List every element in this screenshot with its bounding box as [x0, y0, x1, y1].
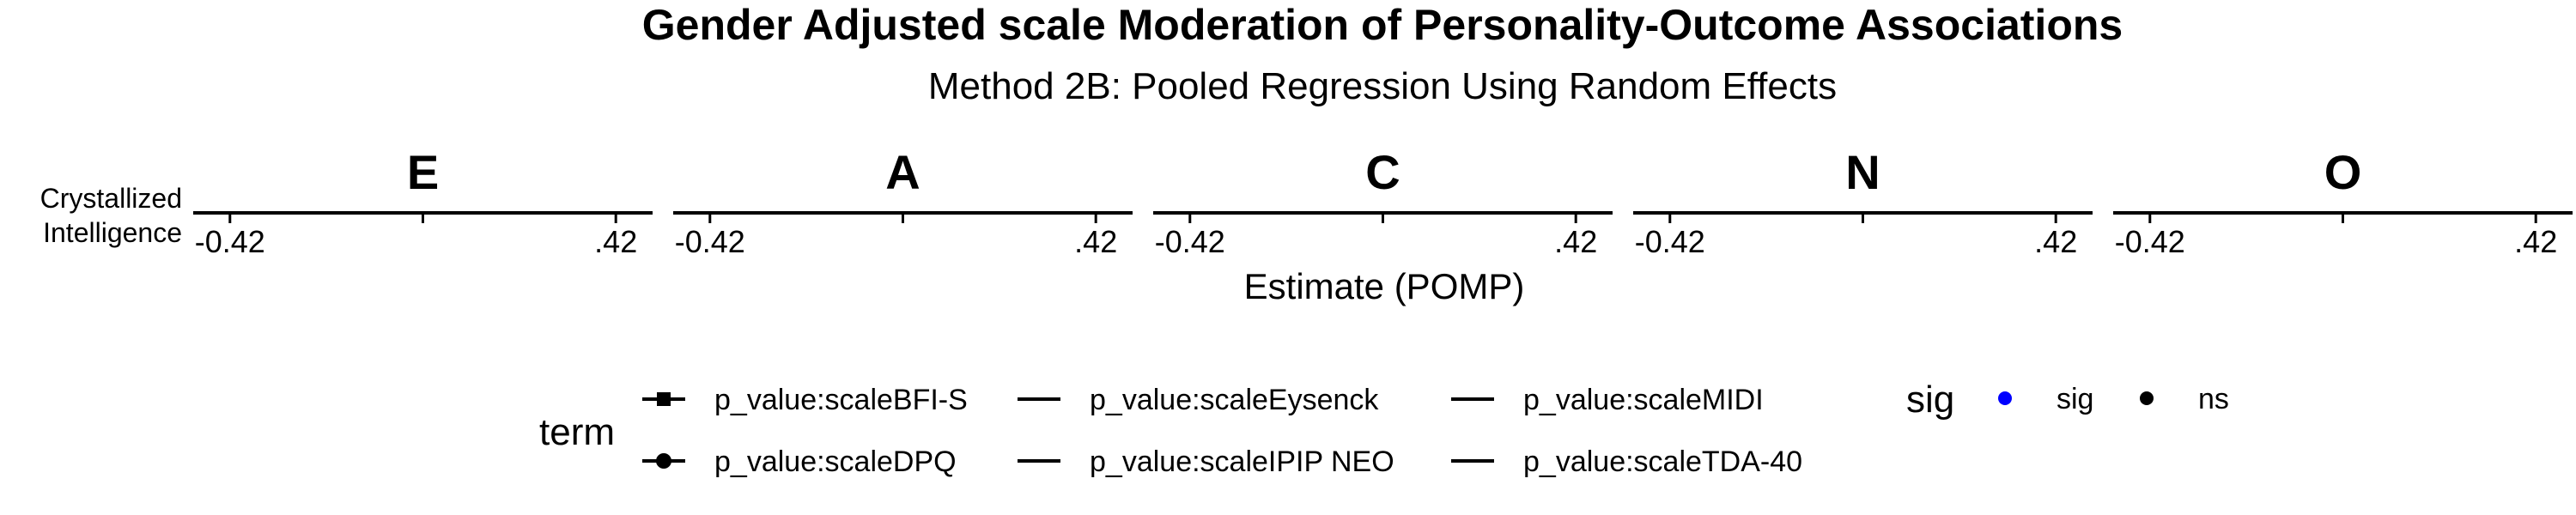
facet-panels: E -0.42 .42 A -0.42 .42 C -0.42 .42 N -0.42 .42 O -0.… — [193, 145, 2573, 259]
facet-strip-label: O — [2324, 145, 2362, 199]
facet-panel-e: E -0.42 .42 — [193, 145, 653, 259]
row-label-line: Intelligence — [43, 217, 182, 248]
chart-subtitle: Method 2B: Pooled Regression Using Rando… — [928, 65, 1837, 107]
facet-strip-label: C — [1365, 145, 1400, 199]
x-tick-label: -0.42 — [2115, 224, 2185, 259]
legend-item-term: p_value:scaleMIDI — [1451, 384, 1764, 416]
row-label-line: Crystallized — [40, 183, 182, 214]
legend-item-term: p_value:scaleDPQ — [642, 445, 957, 478]
legend-key-dot-icon — [1998, 391, 2012, 405]
x-tick-label: -0.42 — [675, 224, 745, 259]
legend-item-sig: sig — [1998, 383, 2093, 415]
legend-item-label: ns — [2198, 383, 2229, 415]
legend-item-label: p_value:scaleDPQ — [714, 445, 957, 478]
facet-panel-o: O -0.42 .42 — [2113, 145, 2573, 259]
legend-key-dot-icon — [2140, 391, 2154, 405]
x-tick-label: -0.42 — [1155, 224, 1225, 259]
legend-key-circle-icon — [656, 453, 671, 469]
legend-item-term: p_value:scaleEysenck — [1018, 384, 1379, 416]
x-tick-label: .42 — [1074, 224, 1117, 259]
legend-item-sig: ns — [2140, 383, 2229, 415]
chart-title: Gender Adjusted scale Moderation of Pers… — [642, 1, 2123, 49]
facet-strip-label: A — [885, 145, 920, 199]
facet-panel-a: A -0.42 .42 — [673, 145, 1133, 259]
legend-item-term: p_value:scaleBFI-S — [642, 384, 968, 416]
facet-strip-label: E — [407, 145, 439, 199]
x-tick-label: -0.42 — [195, 224, 265, 259]
x-tick-label: .42 — [594, 224, 637, 259]
legend-item-label: p_value:scaleBFI-S — [714, 384, 968, 416]
legend-item-label: p_value:scaleEysenck — [1090, 384, 1379, 416]
legend-item-term: p_value:scaleTDA-40 — [1451, 445, 1802, 478]
x-tick-label: .42 — [2514, 224, 2557, 259]
legend-item-label: sig — [2057, 383, 2093, 415]
facet-strip-label: N — [1845, 145, 1880, 199]
legend-title-term: term — [539, 411, 615, 453]
legend-item-label: p_value:scaleTDA-40 — [1523, 445, 1802, 478]
x-tick-label: -0.42 — [1635, 224, 1705, 259]
facet-panel-c: C -0.42 .42 — [1153, 145, 1613, 259]
x-tick-label: .42 — [2034, 224, 2077, 259]
legend: term p_value:scaleBFI-S p_value:scaleDPQ p_… — [539, 379, 2229, 478]
legend-item-term: p_value:scaleIPIP NEO — [1018, 445, 1394, 478]
facet-panel-n: N -0.42 .42 — [1633, 145, 2093, 259]
legend-item-label: p_value:scaleMIDI — [1523, 384, 1764, 416]
x-tick-label: .42 — [1554, 224, 1597, 259]
legend-item-label: p_value:scaleIPIP NEO — [1090, 445, 1394, 478]
legend-title-sig: sig — [1906, 379, 1954, 421]
x-axis-label: Estimate (POMP) — [1244, 266, 1525, 306]
legend-key-square-icon — [657, 392, 671, 406]
